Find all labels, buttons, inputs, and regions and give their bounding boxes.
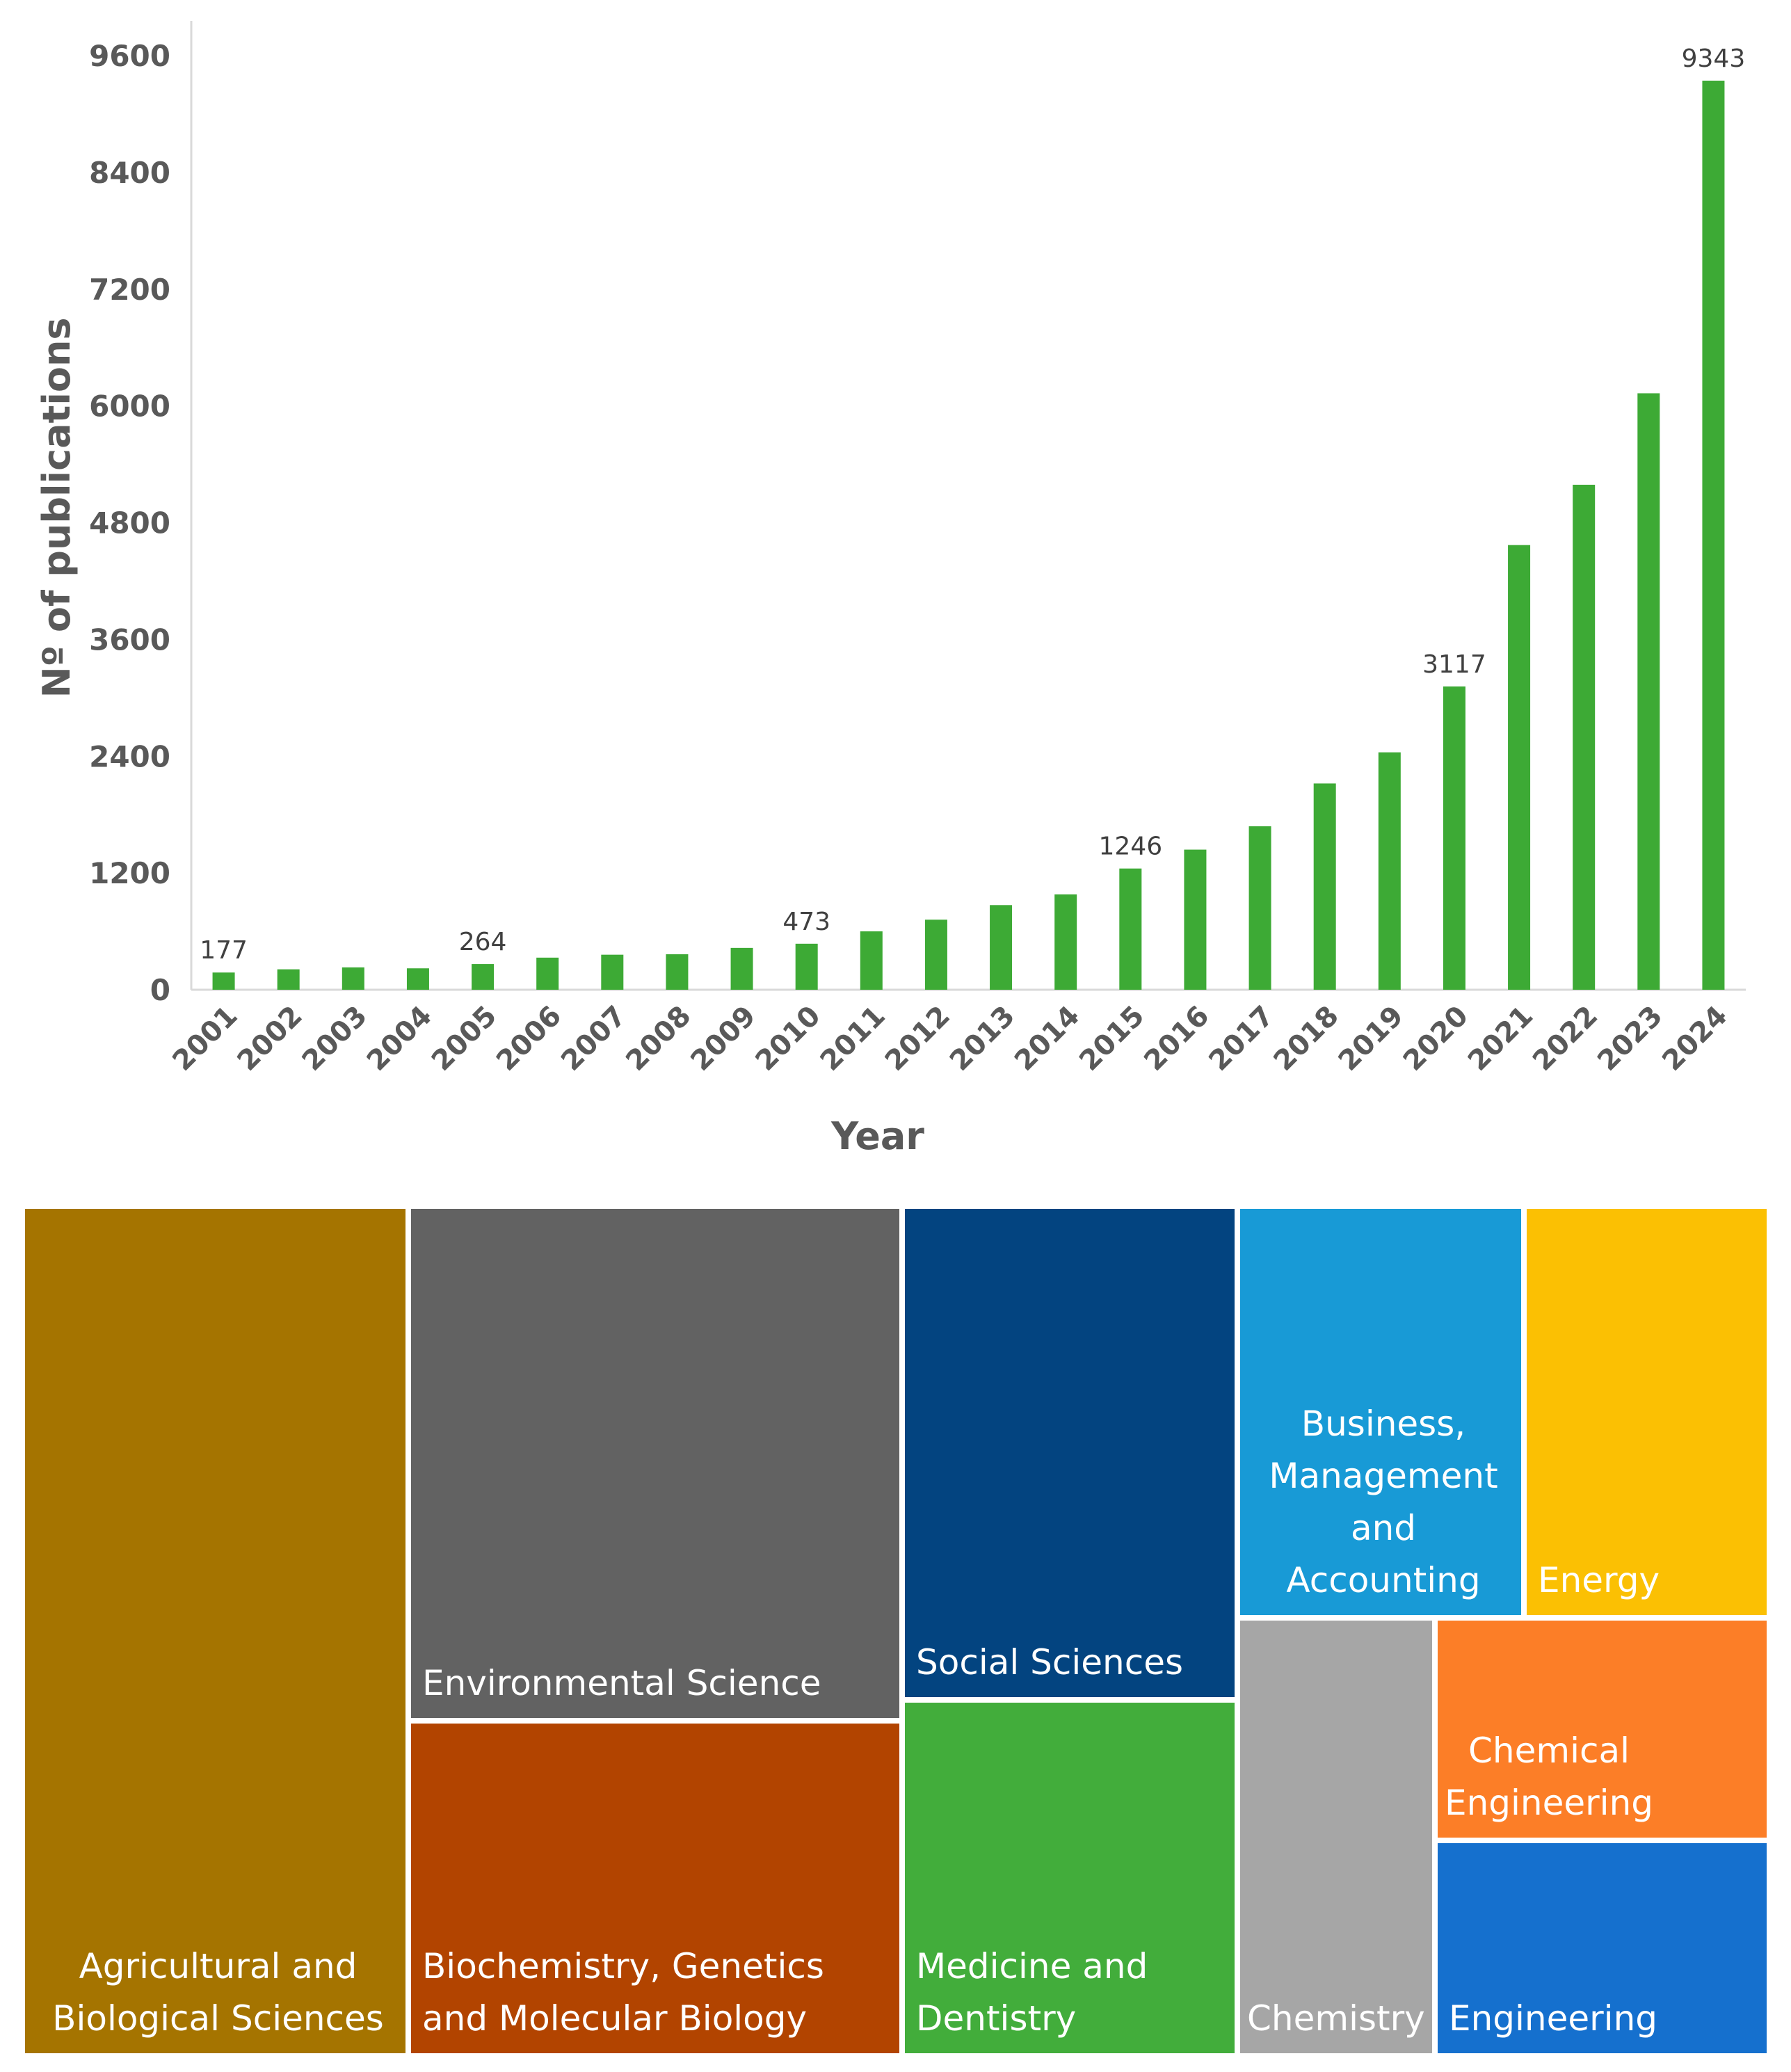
y-tick-label: 1200: [89, 856, 170, 890]
bar-2020: [1443, 686, 1465, 990]
y-tick-label: 0: [150, 973, 170, 1007]
bar-2001: [212, 972, 235, 990]
bar-2004: [406, 968, 429, 990]
bar-2023: [1637, 393, 1660, 990]
x-tick-label: 2022: [1527, 1000, 1604, 1077]
y-axis-title: Nº of publications: [35, 317, 79, 698]
tile-medicine-and-dentistry: Medicine and Dentistry: [902, 1700, 1237, 2056]
x-axis-title: Year: [830, 1114, 924, 1158]
x-tick-label: 2002: [232, 1000, 309, 1077]
bar-2024: [1702, 80, 1725, 990]
x-tick-label: 2008: [620, 1000, 697, 1077]
bars: [212, 80, 1725, 990]
bar-2014: [1054, 894, 1077, 990]
x-tick-label: 2015: [1073, 1000, 1150, 1077]
subject-area-treemap: Agricultural and Biological Sciences Env…: [22, 1206, 1769, 2056]
bar-2009: [730, 947, 753, 990]
tile-business-management-accounting: Business, Management and Accounting: [1237, 1206, 1524, 1618]
x-tick-label: 2001: [166, 1000, 243, 1077]
bar-2008: [666, 954, 689, 990]
tile-label: Business, Management and Accounting: [1269, 1404, 1498, 1600]
tile-label: Environmental Science: [422, 1663, 821, 1703]
bar-2002: [277, 969, 300, 990]
tile-agricultural-and-biological-sciences: Agricultural and Biological Sciences: [22, 1206, 408, 2056]
tile-label: Medicine and Dentistry: [916, 1946, 1148, 2039]
bar-2017: [1248, 826, 1271, 990]
x-tick-label: 2013: [944, 1000, 1021, 1077]
tile-label: Agricultural and Biological Sciences: [52, 1946, 384, 2039]
bar-2016: [1184, 849, 1207, 990]
tile-label: Chemical Engineering: [1445, 1730, 1653, 1823]
x-tick-label: 2021: [1462, 1000, 1539, 1077]
y-tick-label: 6000: [89, 389, 170, 424]
bar-2006: [536, 957, 559, 990]
bar-2022: [1573, 484, 1596, 990]
bar-2015: [1119, 868, 1142, 990]
bar-2019: [1378, 752, 1401, 990]
tile-label: Biochemistry, Genetics and Molecular Bio…: [422, 1946, 824, 2039]
bar-2018: [1313, 783, 1336, 990]
tile-energy: Energy: [1524, 1206, 1769, 1618]
x-tick-label: 2014: [1009, 1000, 1086, 1077]
x-tick-label: 2004: [361, 1000, 438, 1077]
y-tick-label: 9600: [89, 39, 170, 73]
x-tick-label: 2024: [1656, 1000, 1733, 1077]
x-tick-label: 2006: [490, 1000, 568, 1077]
tile-chemistry: Chemistry: [1237, 1618, 1435, 2056]
x-tick-label: 2007: [555, 1000, 632, 1077]
tile-social-sciences: Social Sciences: [902, 1206, 1237, 1700]
y-tick-label: 7200: [89, 273, 170, 307]
x-tick-label: 2005: [426, 1000, 503, 1077]
bar-2011: [860, 931, 883, 990]
x-tick-label: 2018: [1268, 1000, 1345, 1077]
x-tick-label: 2019: [1333, 1000, 1410, 1077]
publications-bar-chart: 0 1200 2400 3600 4800 6000 7200 8400 9600 177 264…: [35, 21, 1746, 1158]
bar-2013: [990, 905, 1013, 990]
tile-label: Social Sciences: [916, 1642, 1184, 1683]
data-label-2024: 9343: [1682, 45, 1746, 73]
bar-2003: [342, 967, 364, 990]
bar-2005: [472, 964, 495, 990]
y-tick-label: 4800: [89, 506, 170, 540]
x-tick-label: 2020: [1397, 1000, 1475, 1077]
x-tick-label: 2010: [750, 1000, 827, 1077]
data-labels: 177 264 473 1246 3117 9343: [200, 45, 1745, 965]
tile-engineering: Engineering: [1435, 1840, 1769, 2056]
y-axis-ticks: 0 1200 2400 3600 4800 6000 7200 8400 9600: [89, 39, 170, 1007]
x-tick-label: 2003: [296, 1000, 374, 1077]
tile-label: Energy: [1538, 1560, 1660, 1600]
data-label-2010: 473: [782, 908, 830, 936]
x-tick-label: 2023: [1591, 1000, 1669, 1077]
y-tick-label: 2400: [89, 739, 170, 773]
tile-environmental-science: Environmental Science: [408, 1206, 902, 1721]
x-axis-ticks: 2001200220032004200520062007200820092010…: [166, 1000, 1733, 1077]
x-tick-label: 2009: [684, 1000, 762, 1077]
bar-2021: [1508, 545, 1531, 990]
tile-label: Chemistry: [1247, 1998, 1425, 2039]
tile-biochemistry-genetics-molecular-biology: Biochemistry, Genetics and Molecular Bio…: [408, 1721, 902, 2056]
bar-2012: [924, 919, 947, 990]
bar-2010: [795, 943, 818, 990]
y-tick-label: 8400: [89, 156, 170, 190]
x-tick-label: 2011: [814, 1000, 892, 1077]
y-tick-label: 3600: [89, 623, 170, 657]
x-tick-label: 2016: [1138, 1000, 1215, 1077]
tile-chemical-engineering: Chemical Engineering: [1435, 1618, 1769, 1840]
data-label-2020: 3117: [1422, 650, 1486, 679]
tile-label: Engineering: [1449, 1998, 1657, 2039]
data-label-2015: 1246: [1099, 833, 1163, 861]
data-label-2005: 264: [459, 928, 507, 956]
data-label-2001: 177: [200, 936, 248, 965]
bar-2007: [601, 954, 624, 990]
x-tick-label: 2017: [1203, 1000, 1280, 1077]
x-tick-label: 2012: [879, 1000, 956, 1077]
